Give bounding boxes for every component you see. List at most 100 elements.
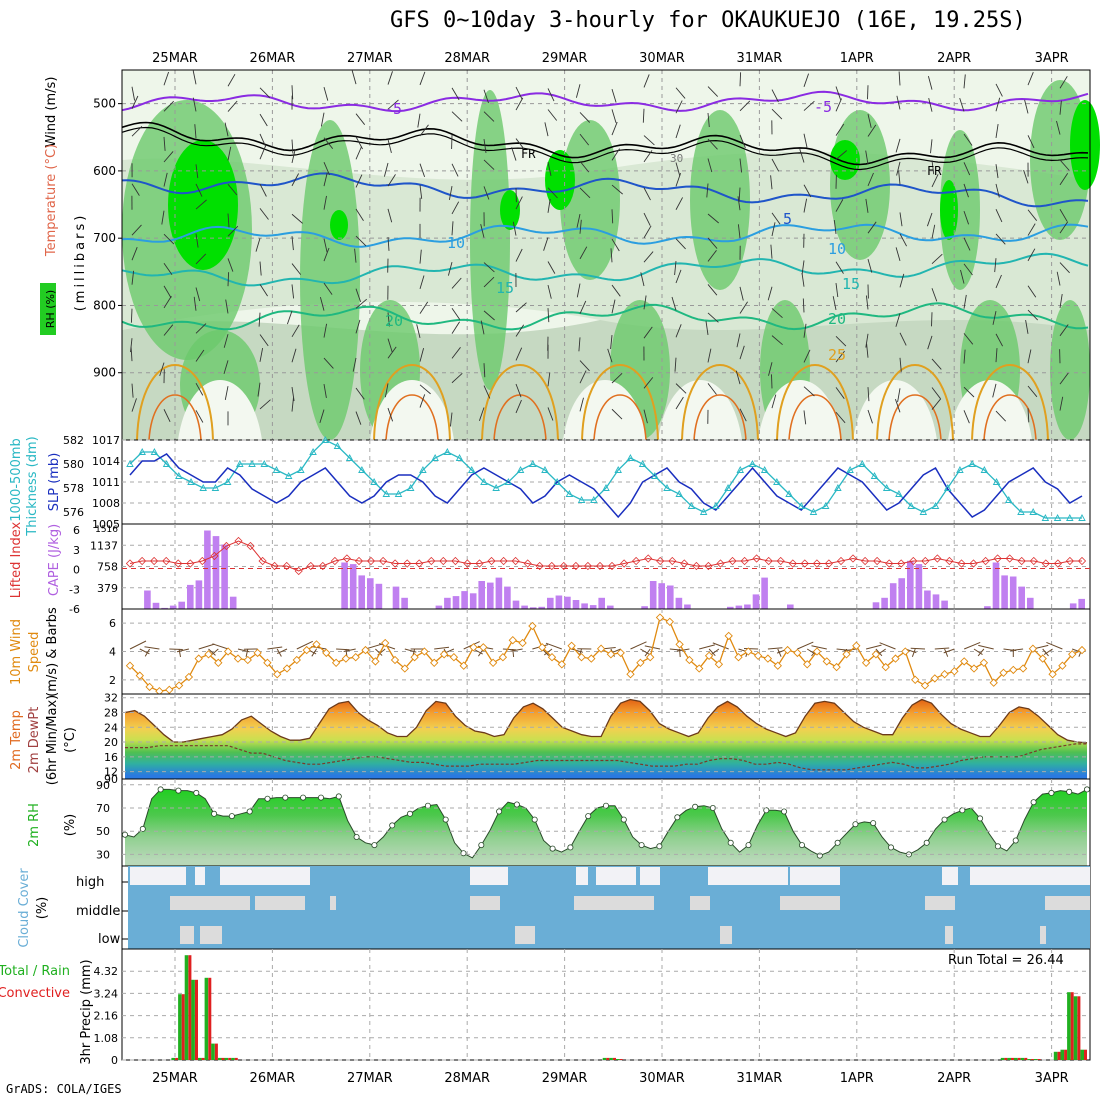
slp-tick-label: 1011	[92, 476, 120, 489]
rh2m-tick-label: 70	[96, 802, 110, 815]
wind-barb	[739, 345, 745, 360]
wind-barb	[835, 387, 845, 399]
wind-barb	[992, 383, 997, 398]
wind-barb	[419, 275, 425, 290]
rh2m-point	[567, 844, 574, 851]
label-upper-wind: Wind (m/s)	[44, 77, 59, 148]
wind-barb	[355, 298, 367, 309]
precip-tick-label: 3.24	[94, 987, 119, 1000]
wind-barb	[227, 213, 230, 228]
wind-barb	[866, 343, 869, 358]
label-temp-a: 2m Temp	[9, 710, 24, 770]
date-label-bottom: 2APR	[937, 1071, 971, 1086]
wind-barb	[483, 186, 490, 200]
wind-barb	[707, 138, 718, 150]
temp2m-tick-label: 90	[104, 773, 118, 786]
wind-barb	[163, 295, 172, 309]
wind10-point	[273, 670, 282, 679]
wind10-point	[449, 653, 459, 662]
cape-bar	[161, 607, 168, 609]
wind-barb	[163, 100, 175, 112]
cape-bar	[581, 603, 588, 609]
label-lifted: Lifted Index	[9, 521, 24, 598]
wind10-barb	[343, 648, 356, 652]
wind-barb	[674, 357, 677, 372]
wind-barb	[480, 223, 485, 238]
wind-barb	[483, 385, 491, 399]
wind-barb	[355, 319, 361, 334]
precip-total-bar	[231, 1057, 235, 1060]
wind-barb	[835, 98, 843, 112]
wind-barb	[607, 348, 613, 363]
wind10-point	[753, 651, 763, 660]
wind-barb	[131, 125, 143, 137]
lifted-point	[800, 559, 809, 568]
wind10-point	[842, 650, 851, 659]
wind10-barb	[708, 648, 716, 657]
thickness-line	[129, 439, 1082, 519]
wind-barb	[515, 383, 522, 398]
thickness-point	[931, 502, 940, 509]
wind-barb	[899, 357, 902, 372]
wind10-barb	[879, 642, 896, 650]
dry-pocket	[563, 380, 647, 440]
lifted-point	[186, 559, 195, 568]
cape-tick-label: 1516	[95, 525, 118, 535]
wind-barb	[511, 147, 517, 161]
wind-barb	[355, 235, 367, 247]
wind-barb	[483, 262, 495, 273]
wind10-barb	[267, 646, 283, 650]
wind-barb	[1059, 172, 1069, 186]
precip-tick-label: 2.16	[94, 1010, 119, 1023]
precip-total-bar	[178, 994, 182, 1060]
wind10-barb	[502, 648, 517, 651]
lifted-point	[583, 561, 593, 571]
label-wind10-c: (m/s) & Barbs	[45, 607, 60, 697]
wind10-barb	[1043, 648, 1053, 656]
wind-barb	[451, 163, 459, 177]
wind-barb	[259, 87, 271, 99]
label-cape: CAPE (J/kg)	[47, 524, 62, 596]
wind-barb	[963, 333, 974, 345]
wind10-point	[852, 641, 861, 650]
thickness-point	[651, 472, 659, 479]
upper-tick-label: 900	[93, 366, 116, 380]
cloud-row-high: high	[76, 875, 104, 890]
wind-barb	[995, 333, 1003, 347]
thickness-point	[870, 472, 879, 479]
isotherm-line	[121, 121, 1089, 166]
wind-barb	[131, 183, 140, 196]
lifted-point	[463, 559, 472, 568]
precip-conv-bar	[188, 955, 192, 1060]
wind-barb	[1056, 120, 1061, 135]
wind-barb	[387, 346, 397, 359]
wind-barb	[1023, 169, 1029, 184]
wind-barb	[737, 196, 741, 211]
thickness-point	[211, 484, 220, 491]
wind-barb	[224, 386, 229, 400]
wind10-point	[655, 613, 665, 622]
wind-barb	[579, 187, 591, 199]
cloud-gap-high	[220, 867, 310, 885]
wind-barb	[227, 100, 238, 112]
rh2m-point	[585, 813, 592, 820]
wind-barb	[867, 409, 873, 424]
precip-conv-bar	[195, 979, 198, 1060]
wind-barb	[130, 308, 133, 323]
wind-barb	[383, 162, 389, 177]
wind-barb	[995, 410, 1007, 422]
wind10-barb	[1042, 648, 1049, 657]
wind-barb	[610, 248, 613, 263]
wind-barb	[767, 286, 773, 301]
precip-total-bar	[1020, 1057, 1025, 1060]
date-label-bottom: 31MAR	[737, 1071, 783, 1086]
wind-barb	[576, 283, 581, 298]
temp2m-tick-label: 28	[104, 706, 118, 719]
wind-barb	[291, 263, 302, 275]
wind-barb	[387, 208, 393, 223]
wind-barb	[835, 283, 839, 298]
rh2m-point	[264, 795, 271, 802]
wind-barb	[547, 88, 555, 102]
lifted-point	[403, 559, 412, 568]
lifted-point	[644, 554, 653, 563]
